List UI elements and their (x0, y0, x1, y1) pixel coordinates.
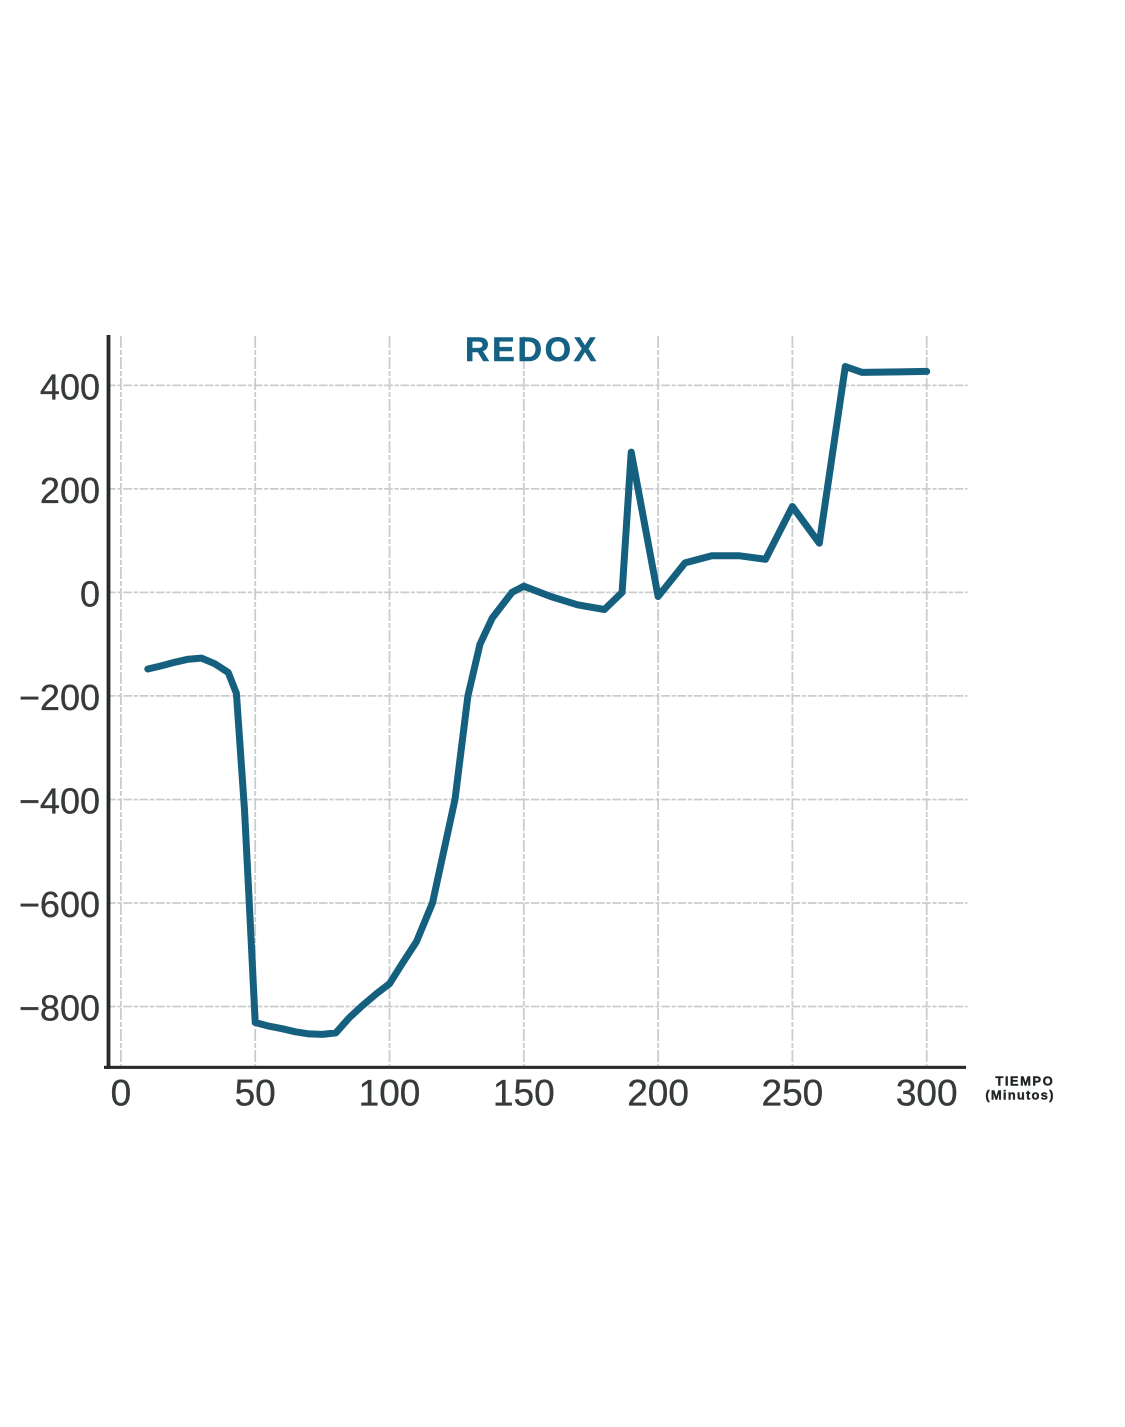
svg-text:−200: −200 (19, 677, 100, 718)
svg-text:0: 0 (111, 1073, 132, 1114)
svg-text:−400: −400 (19, 781, 100, 822)
svg-text:(Minutos): (Minutos) (985, 1088, 1054, 1103)
svg-text:−600: −600 (19, 884, 100, 925)
svg-text:200: 200 (627, 1073, 689, 1114)
svg-text:0: 0 (80, 573, 100, 614)
svg-text:400: 400 (40, 366, 100, 407)
svg-text:−800: −800 (19, 988, 100, 1029)
svg-text:200: 200 (40, 470, 100, 511)
svg-text:REDOX: REDOX (465, 331, 599, 369)
svg-text:100: 100 (359, 1073, 421, 1114)
svg-text:300: 300 (896, 1073, 958, 1114)
svg-text:TIEMPO: TIEMPO (995, 1074, 1054, 1089)
svg-text:150: 150 (493, 1073, 555, 1114)
svg-text:50: 50 (235, 1073, 276, 1114)
svg-text:250: 250 (762, 1073, 824, 1114)
